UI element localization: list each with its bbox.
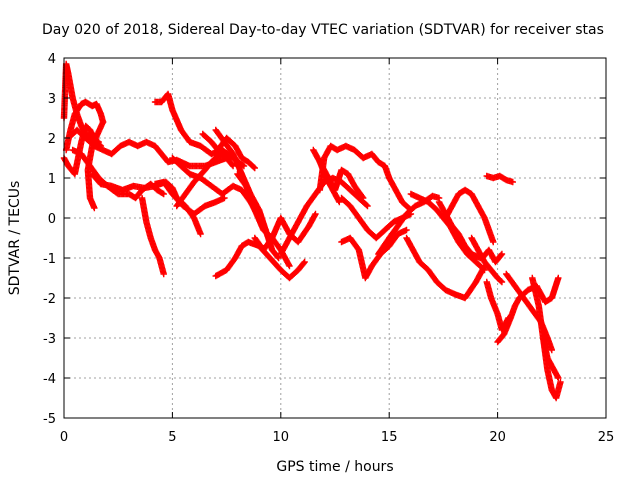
- y-tick-label: 0: [48, 212, 56, 227]
- series-track: [403, 234, 488, 302]
- series-track: [338, 226, 410, 282]
- data-point: [555, 374, 562, 382]
- series-track: [69, 146, 167, 202]
- data-points: [60, 60, 564, 402]
- x-tick-label: 5: [168, 430, 176, 445]
- data-point: [250, 163, 258, 171]
- data-point: [364, 202, 371, 210]
- series-track: [494, 274, 562, 346]
- data-point: [490, 238, 497, 246]
- chart-title: Day 020 of 2018, Sidereal Day-to-day VTE…: [42, 22, 604, 38]
- data-point: [223, 154, 230, 162]
- y-tick-label: -2: [43, 292, 56, 307]
- x-tick-label: 0: [60, 430, 68, 445]
- x-tick-label: 20: [489, 430, 506, 445]
- series-track: [138, 194, 167, 278]
- y-tick-label: 4: [48, 52, 56, 67]
- data-point: [497, 251, 505, 259]
- data-point: [509, 178, 516, 186]
- data-point: [229, 162, 237, 170]
- data-point: [274, 253, 282, 261]
- y-tick-label: -5: [43, 412, 56, 427]
- series-track: [212, 126, 282, 262]
- data-point: [359, 193, 366, 201]
- data-point: [480, 265, 487, 273]
- data-point: [555, 274, 562, 282]
- x-tick-label: 25: [598, 430, 615, 445]
- series-track: [483, 278, 512, 334]
- data-point: [197, 230, 204, 238]
- data-point: [221, 194, 228, 202]
- data-point: [403, 226, 410, 234]
- data-point: [91, 204, 98, 212]
- grid: [64, 58, 606, 418]
- data-point: [160, 190, 167, 198]
- plot-frame: [63, 57, 607, 419]
- data-point: [301, 258, 308, 266]
- data-point: [300, 259, 308, 267]
- series-track: [173, 150, 230, 210]
- y-tick-label: -4: [43, 372, 56, 387]
- data-point: [557, 378, 564, 386]
- data-point: [548, 346, 555, 354]
- data-point: [363, 201, 370, 209]
- series-track: [539, 334, 564, 402]
- y-tick-label: 2: [48, 132, 56, 147]
- data-point: [286, 262, 293, 270]
- x-tick-label: 10: [273, 430, 290, 445]
- data-point: [336, 198, 343, 206]
- x-axis-label: GPS time / hours: [276, 459, 393, 475]
- y-tick-label: -1: [43, 252, 56, 267]
- data-point: [481, 266, 488, 274]
- y-tick-label: -3: [43, 332, 56, 347]
- axis-ticks: 0 5 10 15 20 25 -5 -4 -3 -2 -1 0 1 2 3 4: [43, 52, 614, 445]
- data-point: [240, 162, 248, 170]
- y-axis-label: SDTVAR / TECUs: [7, 181, 23, 296]
- data-point: [312, 210, 319, 218]
- y-tick-label: 1: [48, 172, 56, 187]
- x-tick-label: 15: [381, 430, 398, 445]
- data-point: [498, 278, 506, 286]
- data-point: [498, 250, 506, 258]
- data-point: [229, 161, 236, 169]
- data-point: [160, 270, 167, 278]
- data-point: [251, 164, 258, 172]
- series-track: [442, 186, 497, 246]
- data-point: [359, 194, 367, 202]
- series-track: [212, 238, 308, 282]
- series-track: [479, 246, 506, 266]
- series-track: [483, 172, 516, 186]
- data-point: [275, 254, 282, 262]
- series-track: [310, 146, 343, 206]
- y-tick-label: 3: [48, 92, 56, 107]
- data-point: [497, 278, 505, 285]
